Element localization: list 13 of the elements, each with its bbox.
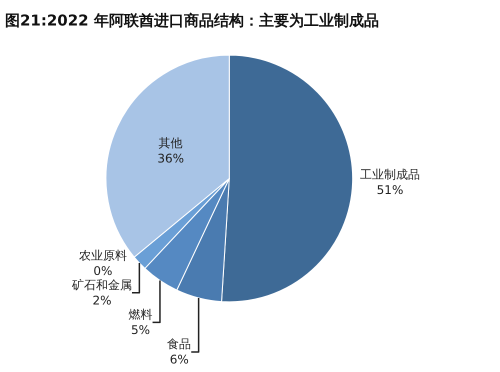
- data-label: 2%: [92, 294, 112, 308]
- slice-label: 燃料: [128, 308, 153, 322]
- data-label: 5%: [131, 323, 150, 338]
- data-label: 6%: [170, 352, 189, 367]
- slice-label: 工业制成品: [360, 168, 420, 182]
- slice-label: 矿石和金属: [70, 278, 132, 292]
- data-label: 51%: [376, 183, 404, 198]
- slice-label: 食品: [167, 337, 192, 352]
- slice-label: 其他: [158, 136, 183, 150]
- chart-title: 图21:2022 年阿联酋进口商品结构：主要为工业制成品: [5, 11, 379, 30]
- data-label: 36%: [157, 152, 184, 166]
- category-label: 农业原料: [78, 248, 127, 262]
- text: 0%: [93, 264, 112, 278]
